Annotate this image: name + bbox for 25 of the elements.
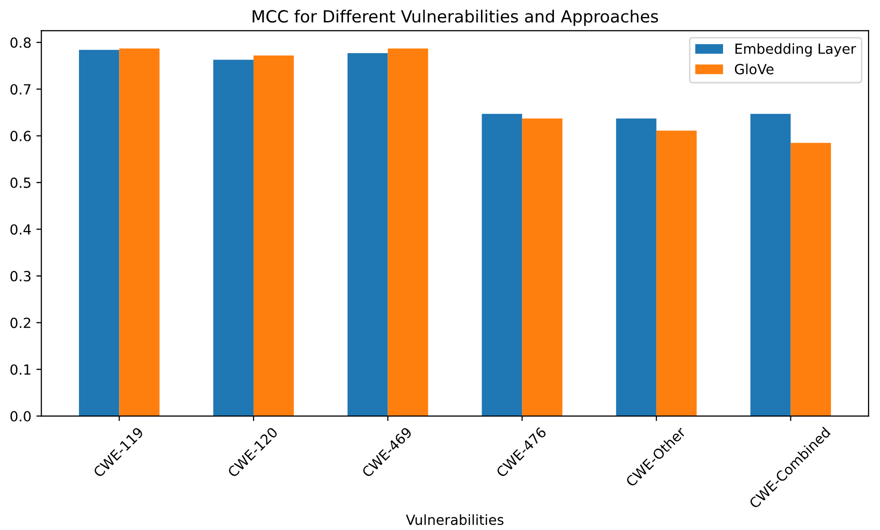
y-tick-label: 0.2 — [10, 318, 30, 328]
bar — [790, 142, 831, 416]
bar — [78, 50, 120, 416]
bar — [656, 130, 697, 416]
bar — [254, 55, 294, 416]
y-tick-label: 0.1 — [10, 364, 30, 375]
chart-title: MCC for Different Vulnerabilities and Approaches — [252, 10, 658, 26]
y-tick-label: 0.4 — [10, 224, 31, 235]
bar — [616, 118, 656, 416]
x-axis-title: Vulnerabilities — [406, 514, 504, 526]
legend-label: GloVe — [734, 64, 774, 74]
legend-label: Embedding Layer — [736, 43, 856, 57]
bar — [348, 53, 388, 416]
y-tick-label: 0.3 — [10, 270, 31, 282]
bar — [119, 48, 160, 416]
y-tick-label: 0.0 — [10, 411, 31, 422]
y-tick-label: 0.7 — [10, 84, 30, 95]
bar — [388, 48, 428, 416]
bar — [522, 118, 562, 416]
y-tick-label: 0.6 — [10, 130, 31, 142]
bar — [213, 60, 254, 416]
bar — [482, 114, 522, 416]
y-tick-label: 0.8 — [10, 37, 31, 48]
y-tick-label: 0.5 — [10, 177, 30, 188]
bar — [750, 114, 791, 416]
